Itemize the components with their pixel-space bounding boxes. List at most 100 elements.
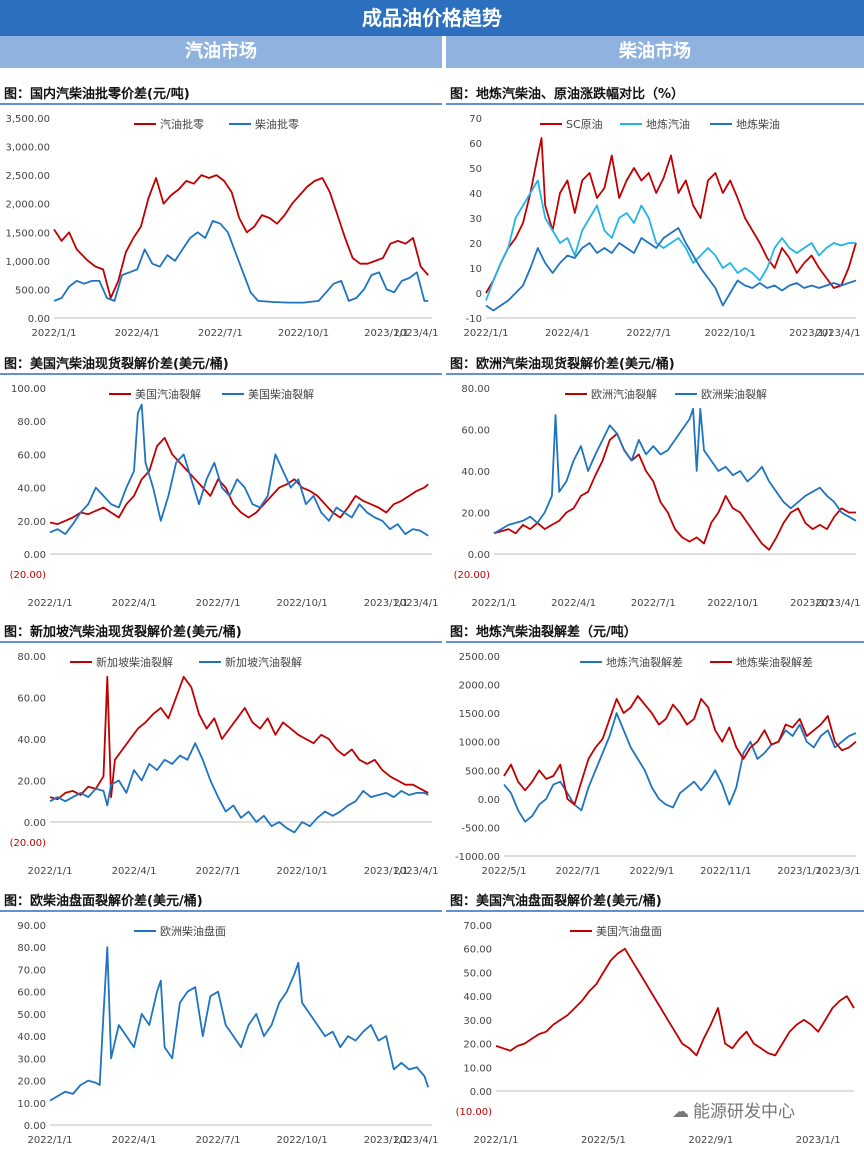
- y-tick-label: 70: [469, 114, 482, 125]
- series-line: [49, 742, 429, 834]
- header-divider: [442, 36, 446, 68]
- legend-label: 新加坡柴油裂解: [96, 655, 173, 669]
- x-tick-label: 2022/4/1: [112, 598, 157, 609]
- x-tick-label: 2023/1/1: [789, 328, 834, 339]
- y-tick-label: 40.00: [17, 1032, 46, 1043]
- series-line: [485, 137, 857, 294]
- wechat-icon: ☁: [672, 1102, 689, 1122]
- x-tick-label: 2022/1/1: [28, 1135, 73, 1146]
- x-tick-label: 2022/7/1: [555, 866, 600, 877]
- y-tick-label: 2000.00: [459, 681, 500, 692]
- diesel-market-header: 柴油市场: [446, 36, 864, 68]
- chart-us-crack-spread: 图：美国汽柴油现货裂解价差(美元/桶) 100.00 80.00 60.00 40.00…: [0, 356, 442, 609]
- x-tick-label: 2022/4/1: [545, 328, 590, 339]
- x-tick-label: 2022/7/1: [196, 1135, 241, 1146]
- y-tick-label: -1000.00: [455, 852, 500, 863]
- y-tick-label: 40.00: [17, 735, 46, 746]
- x-tick-label: 2023/4/1: [816, 328, 861, 339]
- x-tick-label: 2022/10/1: [278, 328, 329, 339]
- y-tick-label: 1500.00: [459, 709, 500, 720]
- x-tick-label: 2022/4/1: [551, 598, 596, 609]
- y-tick-label: 0.00: [28, 314, 50, 325]
- x-tick-label: 2022/10/1: [705, 328, 756, 339]
- y-tick-label: 3,500.00: [5, 114, 50, 125]
- watermark: ☁ 能源研发中心: [672, 1097, 795, 1122]
- y-tick-label: 60.00: [463, 945, 492, 956]
- watermark-text: 能源研发中心: [693, 1102, 795, 1122]
- chart-local-refinery-crack: 图：地炼汽柴油裂解差（元/吨） 2500.00 2000.00 1500.00 1000…: [446, 624, 864, 877]
- x-tick-label: 2022/5/1: [482, 866, 527, 877]
- series-line: [49, 403, 429, 537]
- y-tick-label: 0.00: [468, 550, 490, 561]
- chart-domestic-retail-spread: 图：国内汽柴油批零价差(元/吨) 3,500.00 3,000.00 2,500.00…: [0, 86, 442, 339]
- y-tick-label: 20.00: [463, 1040, 492, 1051]
- x-tick-label: 2022/10/1: [276, 1135, 327, 1146]
- y-tick-label: 90.00: [17, 921, 46, 932]
- y-tick-label: 30: [469, 214, 482, 225]
- y-tick-label: 10.00: [17, 1099, 46, 1110]
- y-tick-label: 80.00: [17, 652, 46, 663]
- y-tick-label: 70.00: [463, 921, 492, 932]
- y-tick-label: 40.00: [17, 484, 46, 495]
- y-tick-label: 0.00: [24, 1121, 46, 1132]
- chart-singapore-crack-spread: 图：新加坡汽柴油现货裂解价差(美元/桶) 80.00 60.00 40.00 20.00…: [0, 624, 442, 877]
- x-tick-label: 2023/4/1: [816, 598, 861, 609]
- y-tick-label: 0.00: [470, 1087, 492, 1098]
- x-tick-label: 2023/1/1: [790, 598, 835, 609]
- legend-label: 欧洲柴油裂解: [701, 387, 767, 401]
- series-line: [53, 174, 429, 299]
- legend-label: 汽油批零: [160, 117, 204, 131]
- y-tick-label: 20.00: [17, 777, 46, 788]
- y-tick-label: -500.00: [461, 823, 500, 834]
- y-tick-label: 80.00: [17, 943, 46, 954]
- y-tick-label: 2500.00: [459, 652, 500, 663]
- chart-local-refinery-change: 图：地炼汽柴油、原油涨跌幅对比（%） 70 60 50 40 30 20 10 0 -10 2022…: [446, 86, 864, 339]
- y-tick-label: 80.00: [17, 417, 46, 428]
- series-line: [49, 675, 429, 801]
- x-tick-label: 2023/3/1: [816, 866, 861, 877]
- x-tick-label: 2023/4/1: [394, 328, 439, 339]
- y-tick-label: -10: [466, 314, 482, 325]
- y-tick-label: 60.00: [17, 450, 46, 461]
- series-line: [49, 946, 430, 1102]
- chart-title: 图：新加坡汽柴油现货裂解价差(美元/桶): [4, 624, 242, 640]
- x-tick-label: 2023/1/1: [777, 866, 822, 877]
- chart-us-gasoline-futures-crack: 图：美国汽油盘面裂解价差(美元/桶) 70.00 60.00 50.00 40.00 30…: [446, 893, 864, 1146]
- y-tick-label: 20: [469, 239, 482, 250]
- x-tick-label: 2022/7/1: [631, 598, 676, 609]
- y-tick-label: 1000.00: [459, 738, 500, 749]
- y-tick-label: 100.00: [11, 384, 46, 395]
- y-tick-label: 30.00: [17, 1054, 46, 1065]
- y-tick-label: 30.00: [463, 1016, 492, 1027]
- chart-europe-crack-spread: 图：欧洲汽柴油现货裂解价差(美元/桶) 80.00 60.00 40.00 20.00 0…: [446, 356, 864, 609]
- series-line: [485, 227, 857, 312]
- chart-title: 图：美国汽柴油现货裂解价差(美元/桶): [4, 356, 229, 372]
- legend-label: 地炼汽油裂解差: [606, 655, 683, 669]
- series-line: [503, 695, 857, 806]
- x-tick-label: 2023/4/1: [394, 866, 439, 877]
- x-tick-label: 2022/11/1: [700, 866, 751, 877]
- chart-europe-diesel-futures-crack: 图：欧柴油盘面裂解价差(美元/桶) 90.00 80.00 70.00 60.00 50.…: [0, 893, 442, 1146]
- series-line: [495, 947, 855, 1057]
- chart-title: 图：国内汽柴油批零价差(元/吨): [4, 86, 190, 102]
- y-tick-negative-label: (20.00): [10, 570, 47, 581]
- series-line: [493, 432, 856, 551]
- y-tick-negative-label: (10.00): [456, 1107, 493, 1118]
- y-tick-label: 40.00: [461, 467, 490, 478]
- x-tick-label: 2022/1/1: [28, 598, 73, 609]
- series-line: [49, 436, 429, 525]
- x-tick-label: 2022/10/1: [707, 598, 758, 609]
- y-tick-label: 1,500.00: [5, 228, 50, 239]
- x-tick-label: 2023/1/1: [796, 1135, 841, 1146]
- legend-label: 欧洲柴油盘面: [160, 924, 226, 938]
- y-tick-label: 50: [469, 164, 482, 175]
- y-tick-label: 20.00: [461, 509, 490, 520]
- legend-label: 美国柴油裂解: [248, 387, 314, 401]
- x-tick-label: 2023/1/1: [364, 328, 409, 339]
- legend-label: 地炼柴油裂解差: [736, 655, 813, 669]
- legend-label: 欧洲汽油裂解: [591, 387, 657, 401]
- chart-title: 图：美国汽油盘面裂解价差(美元/桶): [450, 893, 662, 909]
- y-tick-label: 50.00: [463, 968, 492, 979]
- y-tick-label: 20.00: [17, 1077, 46, 1088]
- x-tick-label: 2022/1/1: [28, 866, 73, 877]
